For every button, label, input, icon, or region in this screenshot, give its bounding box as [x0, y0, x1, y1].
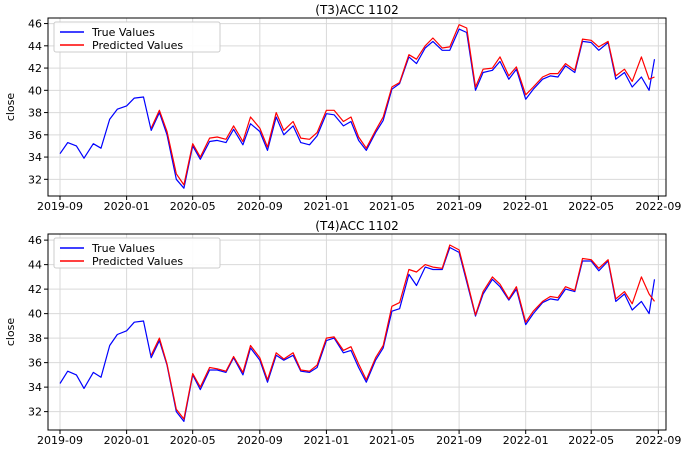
- y-tick-label: 34: [28, 381, 42, 394]
- y-tick-label: 36: [28, 357, 42, 370]
- y-tick-label: 46: [28, 234, 42, 247]
- y-tick-label: 32: [28, 173, 42, 186]
- series-line-true-values: [59, 246, 656, 422]
- x-tick-label: 2019-09: [37, 200, 83, 213]
- y-tick-label: 40: [28, 84, 42, 97]
- series-line-predicted-values: [150, 244, 655, 420]
- y-tick-label: 38: [28, 107, 42, 120]
- y-tick-label: 44: [28, 40, 42, 53]
- chart-title: (T4)ACC 1102: [315, 219, 398, 233]
- legend-box: [53, 237, 221, 269]
- y-tick-label: 32: [28, 406, 42, 419]
- plot-frame: [47, 17, 667, 197]
- x-tick-label: 2020-09: [237, 200, 283, 213]
- y-tick-label: 36: [28, 129, 42, 142]
- x-tick-label: 2021-09: [436, 434, 482, 447]
- chart-title: (T3)ACC 1102: [315, 3, 398, 17]
- legend-label: True Values: [91, 26, 155, 39]
- x-tick-label: 2022-05: [568, 434, 614, 447]
- x-tick-label: 2021-05: [369, 200, 415, 213]
- legend-label: Predicted Values: [92, 255, 183, 268]
- x-tick-label: 2020-05: [170, 434, 216, 447]
- x-tick-label: 2020-05: [170, 200, 216, 213]
- x-tick-label: 2021-01: [303, 200, 349, 213]
- x-tick-label: 2021-05: [369, 434, 415, 447]
- y-tick-label: 42: [28, 283, 42, 296]
- chart-panel-1: 2019-09 2020-01 2020-05 2020-09 2021-01 2021-…: [4, 3, 681, 213]
- series-line-predicted-values: [150, 24, 655, 186]
- x-tick-label: 2022-01: [503, 200, 549, 213]
- y-axis-label: close: [4, 318, 17, 347]
- y-tick-label: 38: [28, 332, 42, 345]
- x-tick-label: 2022-01: [503, 434, 549, 447]
- y-tick-label: 34: [28, 151, 42, 164]
- x-tick-label: 2022-05: [568, 200, 614, 213]
- plot-frame: [47, 233, 667, 431]
- x-tick-label: 2022-09: [635, 200, 681, 213]
- chart-panel-2: 2019-09 2020-01 2020-05 2020-09 2021-01 2021-…: [4, 219, 681, 447]
- x-tick-label: 2022-09: [635, 434, 681, 447]
- y-tick-label: 46: [28, 18, 42, 31]
- y-axis-label: close: [4, 93, 17, 122]
- y-tick-label: 40: [28, 308, 42, 321]
- legend-box: [53, 21, 221, 53]
- legend-label: Predicted Values: [92, 39, 183, 52]
- series-line-true-values: [59, 28, 656, 189]
- x-tick-label: 2019-09: [37, 434, 83, 447]
- legend-label: True Values: [91, 242, 155, 255]
- x-tick-label: 2021-01: [303, 434, 349, 447]
- y-tick-label: 44: [28, 259, 42, 272]
- x-tick-label: 2020-09: [237, 434, 283, 447]
- x-tick-label: 2021-09: [436, 200, 482, 213]
- x-tick-label: 2020-01: [104, 434, 150, 447]
- y-tick-label: 42: [28, 62, 42, 75]
- x-tick-label: 2020-01: [104, 200, 150, 213]
